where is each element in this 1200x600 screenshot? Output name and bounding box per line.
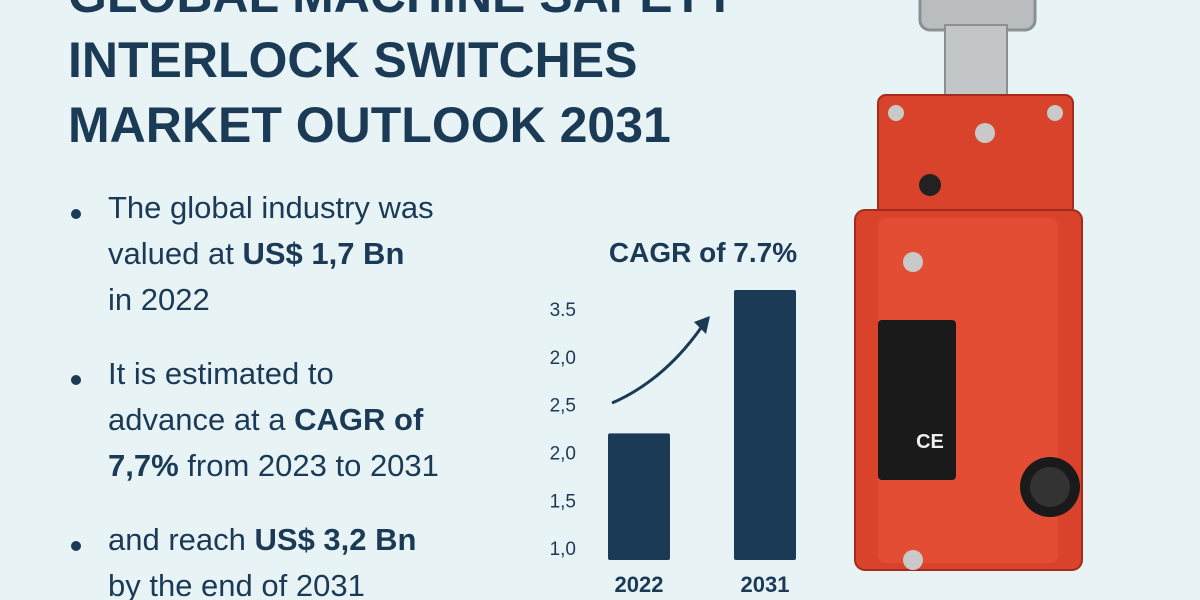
knob-inner [1030,467,1070,507]
title: GLOBAL MACHINE SAFETY INTERLOCK SWITCHES M… [68,0,737,153]
bullet-text: CAGR of [294,402,424,437]
label-plate [878,320,956,480]
bullet-text: 7,7% [108,448,179,483]
y-tick-label: 3.5 [550,300,576,321]
bullet-text: US$ 3,2 Bn [255,522,417,557]
x-tick-label: 2031 [741,572,790,597]
bar [608,433,670,560]
title-line: INTERLOCK SWITCHES [68,32,637,88]
trend-arrow [611,324,705,405]
bullet-dot [71,209,81,219]
ce-mark: CE [916,431,944,453]
bullet-dot [71,541,81,551]
y-tick-label: 2,0 [550,348,576,369]
bullet-line: valued at US$ 1,7 Bn [108,236,404,271]
screw [1047,105,1063,121]
screw [903,550,923,570]
y-tick-label: 1,5 [550,491,576,512]
title-line: MARKET OUTLOOK 2031 [68,97,671,153]
switch-device: CE [854,0,1083,571]
bullet-text: advance at a [108,402,294,437]
y-tick-label: 2,0 [550,443,576,464]
bullet-line: 7,7% from 2023 to 2031 [108,448,439,483]
title-line: GLOBAL MACHINE SAFETY [68,0,737,23]
bullet-text: and reach [108,522,255,557]
bar [734,290,796,560]
bullet-text: by the end of 2031 [108,568,365,600]
bullet-line: advance at a CAGR of [108,402,424,437]
bullet-text: in 2022 [108,282,210,317]
bullet-line: The global industry was [108,190,434,225]
bullet-line: by the end of 2031 [108,568,365,600]
trend-arrow-head [694,316,710,334]
bullet-line: It is estimated to [108,356,334,391]
screw [975,123,995,143]
bullet-text: valued at [108,236,242,271]
y-tick-label: 2,5 [550,396,576,417]
x-tick-label: 2022 [615,572,664,597]
bullet-list: The global industry was valued at US$ 1,7… [71,190,439,600]
bullet-dot [71,375,81,385]
bullet-text: It is estimated to [108,356,334,391]
screw [888,105,904,121]
switch-cap [877,94,1074,216]
y-tick-label: 1,0 [550,539,576,560]
chart-title: CAGR of 7.7% [609,237,797,268]
bullet-text: The global industry was [108,190,434,225]
bullet-text: from 2023 to 2031 [179,448,439,483]
screw [903,252,923,272]
bullet-line: in 2022 [108,282,210,317]
bullet-text: US$ 1,7 Bn [242,236,404,271]
bullet-line: and reach US$ 3,2 Bn [108,522,416,557]
indicator [919,174,941,196]
bar-chart: CAGR of 7.7% 1,0 1,5 2,0 2,5 2,0 3.5 2022 2031 [550,237,798,597]
